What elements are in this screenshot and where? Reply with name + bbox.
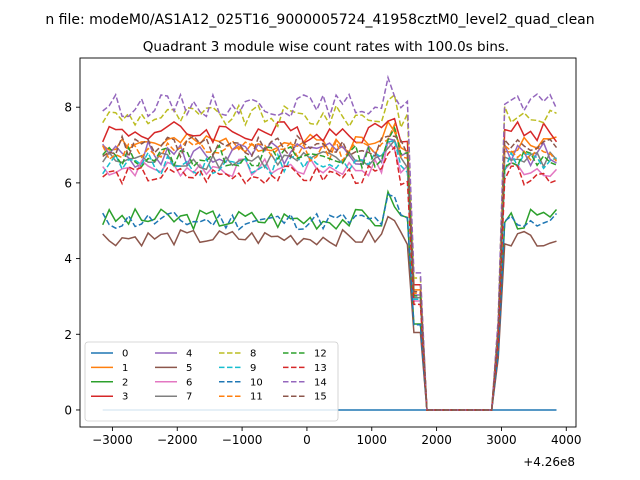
figure-suptitle: n file: modeM0/AS1A12_025T16_9000005724_…: [45, 12, 594, 28]
series-line-10: [102, 193, 558, 411]
legend-label-0: 0: [122, 349, 128, 360]
legend-label-7: 7: [186, 392, 192, 403]
legend-label-13: 13: [314, 363, 327, 374]
legend-label-6: 6: [186, 377, 192, 388]
legend-label-4: 4: [186, 349, 192, 360]
legend-label-11: 11: [250, 392, 263, 403]
legend-label-8: 8: [250, 349, 256, 360]
y-tick-label: 2: [64, 328, 72, 342]
legend-label-12: 12: [314, 349, 327, 360]
y-tick-label: 8: [64, 101, 72, 115]
x-axis-offset-label: +4.26e8: [523, 455, 575, 469]
y-tick-label: 6: [64, 176, 72, 190]
legend-label-3: 3: [122, 392, 128, 403]
y-axis-ticks: 0 2 4 6 8: [64, 101, 80, 417]
axes-title: Quadrant 3 module wise count rates with …: [143, 39, 509, 55]
legend-label-1: 1: [122, 363, 128, 374]
legend-box: [84, 341, 339, 422]
plot-area-border: [79, 57, 577, 428]
legend-label-15: 15: [314, 392, 327, 403]
legend-label-9: 9: [250, 363, 256, 374]
legend-label-2: 2: [122, 377, 128, 388]
legend-label-5: 5: [186, 363, 192, 374]
plot-lines: [102, 74, 558, 411]
x-axis-ticks: −3000 −2000 −1000 0 1000 2000 3000 4000: [92, 427, 582, 447]
y-tick-label: 0: [64, 403, 72, 417]
legend-label-14: 14: [314, 377, 327, 388]
x-tick-label: 0: [303, 433, 311, 447]
x-tick-label: −1000: [222, 433, 263, 447]
x-tick-label: 2000: [421, 433, 452, 447]
x-tick-label: 1000: [356, 433, 387, 447]
y-tick-label: 4: [64, 252, 72, 266]
axes-frame: [79, 57, 577, 428]
x-tick-label: 3000: [486, 433, 517, 447]
series-line-15: [102, 134, 558, 411]
legend-label-10: 10: [250, 377, 263, 388]
x-tick-label: −3000: [92, 433, 133, 447]
x-tick-label: 4000: [551, 433, 582, 447]
x-tick-label: −2000: [157, 433, 198, 447]
